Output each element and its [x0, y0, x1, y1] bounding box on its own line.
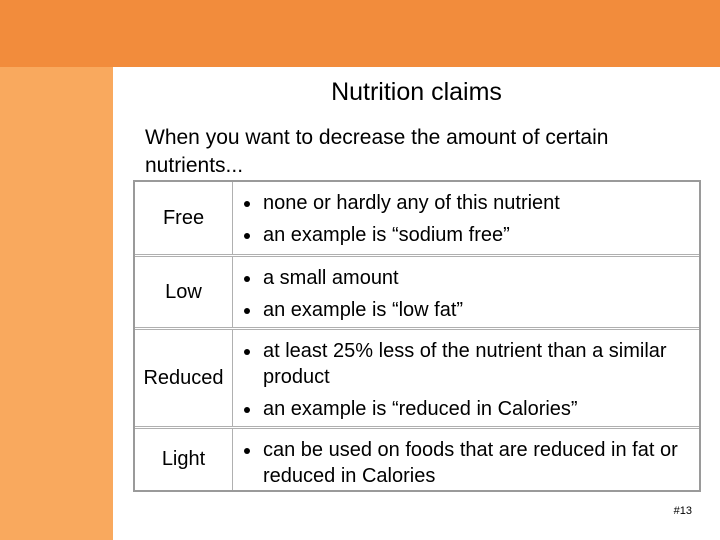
claims-table: Free none or hardly any of this nutrient a…: [133, 180, 701, 492]
claim-term: Light: [135, 429, 233, 490]
side-band: [0, 67, 113, 540]
bullet-item: a small amount: [243, 265, 691, 291]
table-row: Low a small amount an example is “low fat”: [135, 254, 699, 327]
bullet-item: an example is “reduced in Calories”: [243, 396, 691, 422]
bullet-item: none or hardly any of this nutrient: [243, 190, 691, 216]
claim-term: Reduced: [135, 330, 233, 426]
claim-description: can be used on foods that are reduced in…: [233, 429, 699, 490]
claim-description: none or hardly any of this nutrient an ex…: [233, 182, 699, 254]
bullet-item: can be used on foods that are reduced in…: [243, 437, 691, 489]
claim-description: at least 25% less of the nutrient than a…: [233, 330, 699, 426]
header-band: [0, 0, 720, 67]
slide-title: Nutrition claims: [331, 78, 502, 106]
intro-text: When you want to decrease the amount of …: [145, 126, 609, 177]
table-row: Reduced at least 25% less of the nutrient…: [135, 327, 699, 426]
bullet-item: at least 25% less of the nutrient than a…: [243, 338, 691, 390]
bullet-item: an example is “low fat”: [243, 297, 691, 323]
bullet-item: an example is “sodium free”: [243, 222, 691, 248]
claim-term: Low: [135, 257, 233, 327]
claim-term: Free: [135, 182, 233, 254]
table-row: Free none or hardly any of this nutrient a…: [135, 182, 699, 254]
claim-description: a small amount an example is “low fat”: [233, 257, 699, 327]
page-number: #13: [673, 505, 692, 517]
table-row: Light can be used on foods that are reduc…: [135, 426, 699, 490]
